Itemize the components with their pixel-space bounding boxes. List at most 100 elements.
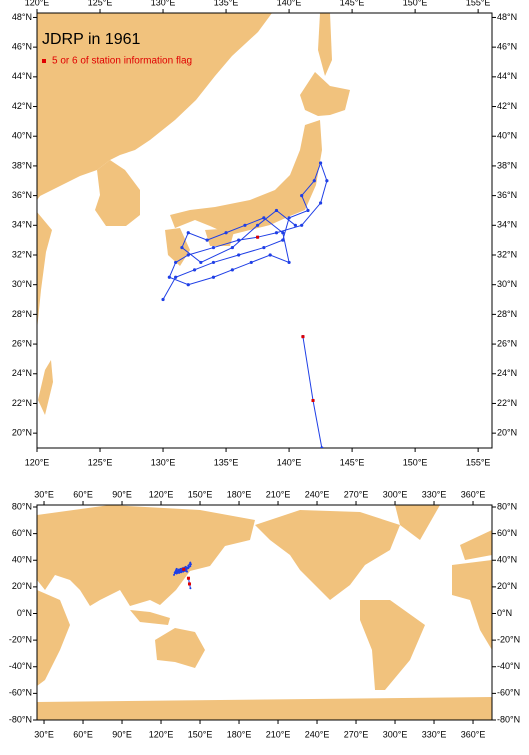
y-tick-label: 26°N <box>497 338 517 348</box>
station <box>187 564 190 567</box>
station <box>237 238 241 242</box>
flagged-station <box>311 398 315 402</box>
x-tick-label: 270°E <box>344 729 369 739</box>
station <box>176 570 179 573</box>
station <box>312 179 316 183</box>
x-tick-label: 120°E <box>149 729 174 739</box>
x-tick-label: 155°E <box>466 0 491 7</box>
station <box>262 245 266 250</box>
station <box>230 268 234 272</box>
flagged-station <box>256 235 260 239</box>
station <box>211 260 216 265</box>
station <box>287 260 291 265</box>
y-tick-label: 22°N <box>497 398 517 408</box>
x-tick-label: 150°E <box>188 489 213 499</box>
y-tick-label: 44°N <box>12 71 32 81</box>
station <box>192 268 197 272</box>
station <box>268 253 272 257</box>
station <box>243 223 247 227</box>
x-tick-label: 180°E <box>227 489 252 499</box>
station <box>174 275 178 279</box>
flagged-station <box>182 567 186 571</box>
station <box>237 253 241 257</box>
y-tick-label: 30°N <box>12 279 32 289</box>
y-tick-label: -20°N <box>9 634 32 644</box>
station <box>306 208 310 213</box>
station <box>182 570 185 573</box>
x-tick-label: 125°E <box>88 0 113 7</box>
y-tick-label: 34°N <box>497 220 517 230</box>
station <box>300 223 304 227</box>
station <box>224 231 228 235</box>
x-tick-label: 150°E <box>403 0 428 7</box>
x-tick-label: 130°E <box>151 457 176 467</box>
y-tick-label: 30°N <box>497 279 517 289</box>
x-tick-label: 180°E <box>227 729 252 739</box>
y-tick-label: 20°N <box>497 428 517 438</box>
y-tick-label: -80°N <box>497 714 520 724</box>
y-tick-label: -40°N <box>497 661 520 671</box>
x-tick-label: 360°E <box>461 729 486 739</box>
station <box>318 201 323 205</box>
y-tick-label: -80°N <box>9 714 32 724</box>
map-title: JDRP in 1961 <box>42 31 141 48</box>
y-tick-label: 0°N <box>17 608 32 618</box>
x-tick-label: 360°E <box>461 489 486 499</box>
station <box>180 245 184 250</box>
station <box>186 253 190 257</box>
y-tick-label: 32°N <box>12 249 32 259</box>
x-tick-label: 210°E <box>266 729 291 739</box>
x-tick-label: 125°E <box>88 457 113 467</box>
x-tick-label: 135°E <box>214 0 239 7</box>
x-tick-label: 300°E <box>383 489 408 499</box>
x-tick-label: 90°E <box>112 489 132 499</box>
y-tick-label: 40°N <box>497 131 517 141</box>
y-tick-label: 60°N <box>497 528 517 538</box>
station <box>281 238 285 242</box>
station <box>287 216 291 220</box>
y-tick-label: 36°N <box>12 190 32 200</box>
top-frame <box>36 12 493 449</box>
x-tick-label: 155°E <box>466 457 491 467</box>
x-tick-label: 330°E <box>422 489 447 499</box>
x-tick-label: 210°E <box>266 489 291 499</box>
x-tick-label: 140°E <box>277 457 302 467</box>
y-tick-label: 48°N <box>497 12 517 22</box>
y-tick-label: 22°N <box>12 398 32 408</box>
station <box>320 446 324 448</box>
x-tick-label: 240°E <box>305 729 330 739</box>
y-tick-label: 24°N <box>497 368 517 378</box>
station <box>189 561 192 564</box>
bottom-frame <box>36 504 493 721</box>
x-tick-label: 120°E <box>25 457 50 467</box>
station <box>230 245 234 250</box>
station <box>189 587 192 590</box>
y-tick-label: 34°N <box>12 220 32 230</box>
station <box>325 179 329 183</box>
bottom-land <box>37 505 492 720</box>
station <box>274 208 279 213</box>
flagged-station <box>301 335 305 339</box>
legend-label: 5 or 6 of station information flag <box>52 56 192 67</box>
x-tick-label: 135°E <box>214 457 239 467</box>
y-tick-label: -40°N <box>9 661 32 671</box>
y-tick-label: 40°N <box>12 555 32 565</box>
track-layer <box>161 161 329 448</box>
station <box>281 231 285 235</box>
y-tick-label: -20°N <box>497 634 520 644</box>
flagged-station <box>186 576 190 580</box>
y-tick-label: 80°N <box>497 501 517 511</box>
x-tick-label: 270°E <box>344 489 369 499</box>
y-tick-label: 28°N <box>497 309 517 319</box>
y-tick-label: 26°N <box>12 338 32 348</box>
y-tick-label: 38°N <box>497 160 517 170</box>
station <box>199 260 203 265</box>
y-tick-label: 36°N <box>497 190 517 200</box>
x-tick-label: 60°E <box>73 489 93 499</box>
x-tick-label: 30°E <box>34 729 54 739</box>
station <box>274 231 279 235</box>
x-tick-label: 145°E <box>340 457 365 467</box>
y-tick-label: 80°N <box>12 501 32 511</box>
station <box>180 571 183 574</box>
